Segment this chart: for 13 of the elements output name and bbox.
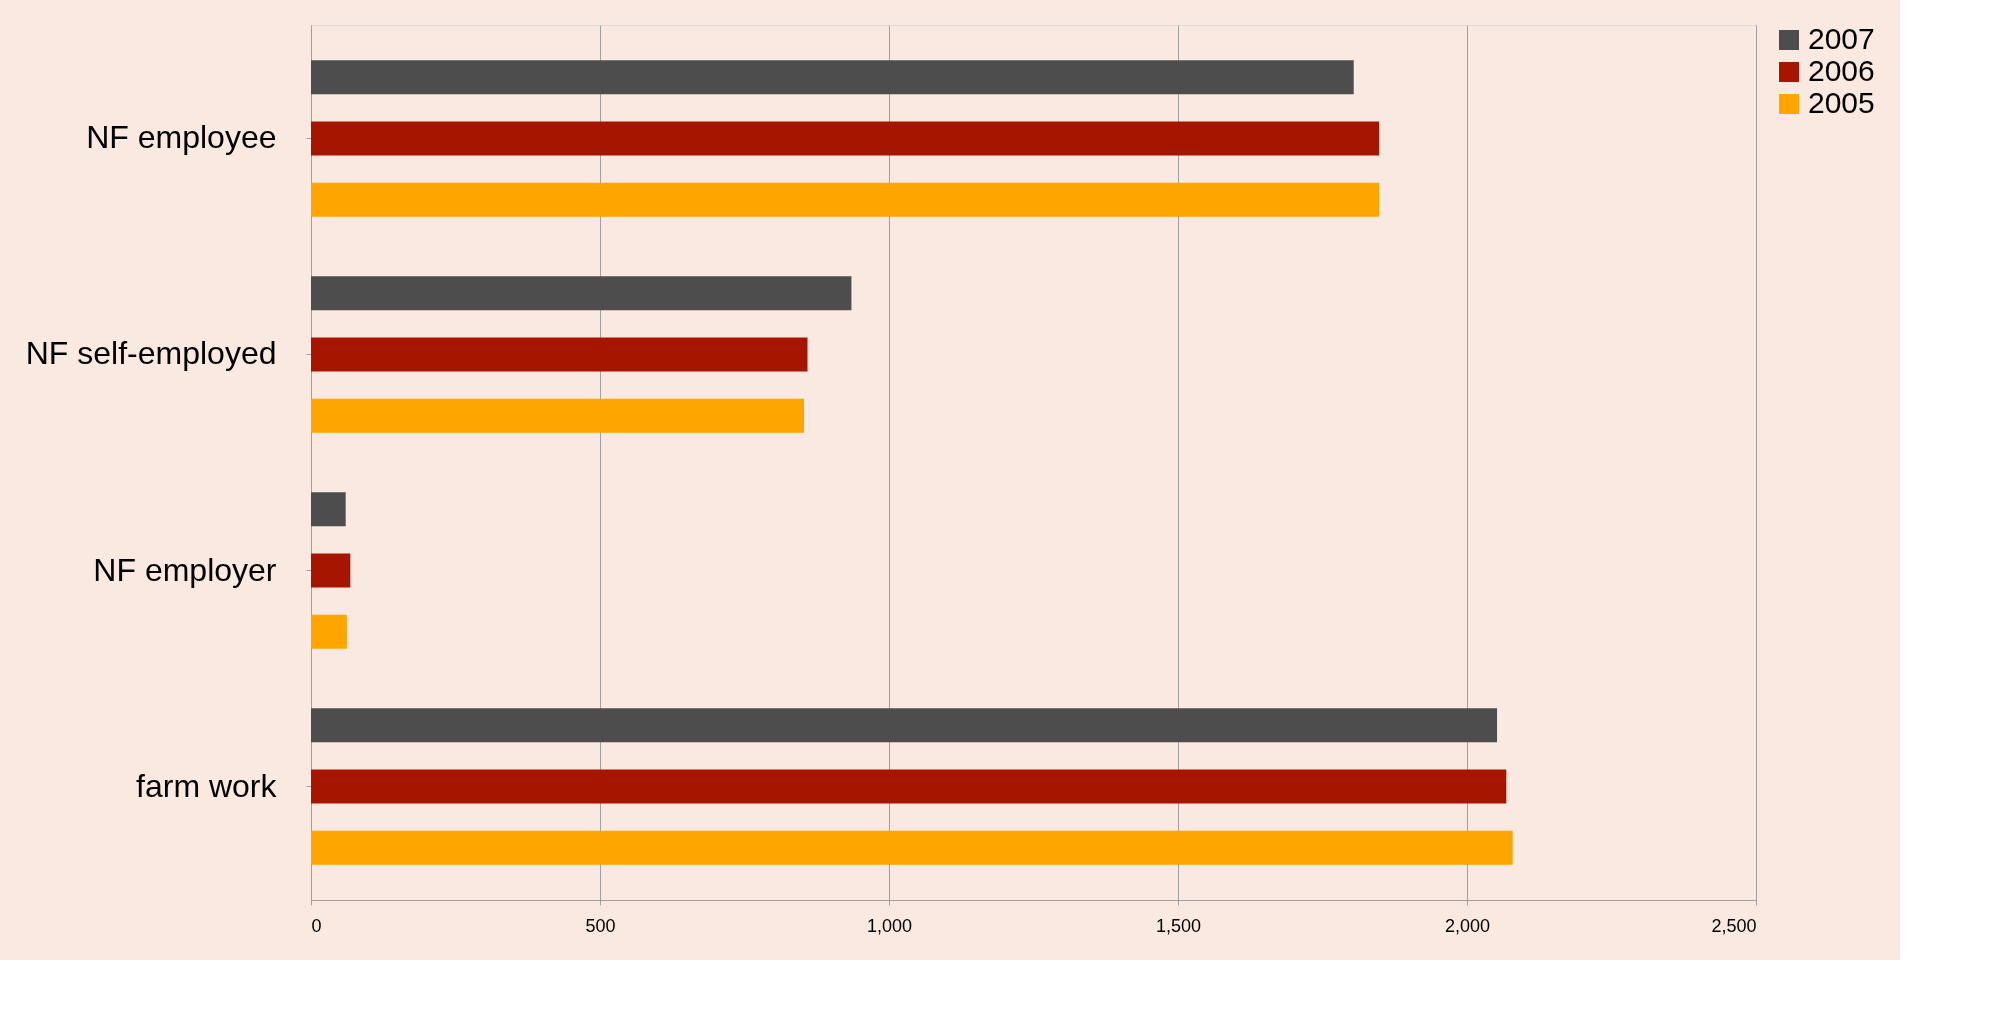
legend-label: 2007 bbox=[1808, 22, 1875, 55]
x-tick-label: 1,000 bbox=[866, 915, 913, 936]
y-tick-label: NF self-employed bbox=[25, 335, 277, 372]
x-tick-label: 2,000 bbox=[1444, 915, 1491, 936]
y-tick-label: NF employer bbox=[93, 551, 277, 588]
legend-label: 2005 bbox=[1808, 86, 1875, 119]
legend-label: 2006 bbox=[1808, 54, 1875, 87]
x-tick-label: 1,500 bbox=[1155, 915, 1202, 936]
x-tick-label: 500 bbox=[585, 915, 616, 936]
x-tick-label: 2,500 bbox=[1711, 915, 1757, 936]
x-tick-label: 0 bbox=[311, 915, 322, 936]
y-tick-label: farm work bbox=[136, 767, 278, 804]
y-tick-label: NF employee bbox=[86, 119, 277, 156]
